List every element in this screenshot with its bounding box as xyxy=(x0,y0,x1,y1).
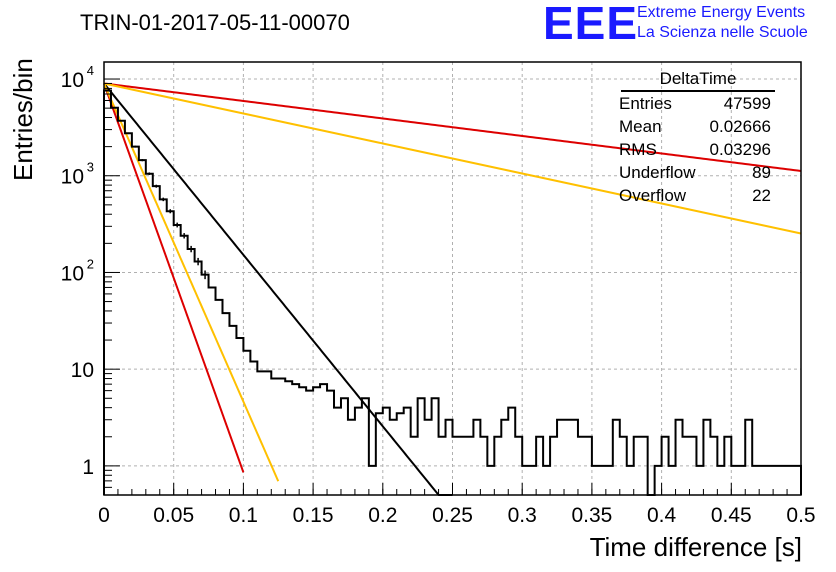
fit-curve xyxy=(103,82,453,496)
stats-box: DeltaTime Entries 47599 Mean 0.02666 RMS… xyxy=(615,68,775,207)
y-axis-label: Entries/bin xyxy=(8,58,38,181)
logo-line-2: La Scienza nelle Scuole xyxy=(637,24,808,41)
stat-value: 89 xyxy=(752,163,771,182)
stats-row: Overflow 22 xyxy=(615,184,775,207)
y-tick-label: 10 xyxy=(61,166,84,189)
x-axis-label: Time difference [s] xyxy=(589,532,802,562)
stat-label: Underflow xyxy=(619,163,696,182)
y-tick-label: 10 xyxy=(61,69,84,92)
stat-label: Mean xyxy=(619,117,662,136)
fit-curve xyxy=(103,82,802,235)
x-tick-label: 0 xyxy=(98,504,110,527)
stat-label: RMS xyxy=(619,140,657,159)
stat-label: Entries xyxy=(619,94,672,113)
x-tick-label: 0.1 xyxy=(229,504,258,527)
axis-ticks xyxy=(103,78,802,496)
stat-value: 0.02666 xyxy=(709,117,771,136)
x-tick-label: 0.5 xyxy=(786,504,815,527)
histogram xyxy=(103,89,802,496)
stat-value: 0.03296 xyxy=(709,140,771,159)
y-tick-label: 10 xyxy=(71,359,94,382)
fit-curve xyxy=(103,83,280,482)
x-tick-label: 0.45 xyxy=(711,504,752,527)
y-tick-label: 10 xyxy=(61,262,84,285)
x-tick-label: 0.15 xyxy=(293,504,334,527)
fit-curve xyxy=(103,82,802,172)
tick-labels: 0 0.05 0.1 0.15 0.2 0.25 0.3 0.35 0.4 0.45 0.5 1 10 1… xyxy=(61,63,816,527)
fit-curves xyxy=(103,82,802,496)
y-tick-exponent: 4 xyxy=(87,63,94,78)
x-tick-label: 0.3 xyxy=(508,504,537,527)
x-tick-label: 0.35 xyxy=(571,504,612,527)
chart-title: TRIN-01-2017-05-11-00070 xyxy=(80,10,350,35)
histogram-outline xyxy=(103,89,802,496)
stats-row: Underflow 89 xyxy=(615,161,775,184)
x-tick-label: 0.25 xyxy=(432,504,473,527)
y-tick-exponent: 2 xyxy=(87,256,94,271)
stats-row: RMS 0.03296 xyxy=(615,138,775,161)
stats-row: Entries 47599 xyxy=(615,92,775,115)
x-tick-label: 0.4 xyxy=(647,504,677,527)
grid xyxy=(104,62,801,495)
fit-curve xyxy=(103,83,245,473)
stats-title: DeltaTime xyxy=(621,68,775,92)
stats-row: Mean 0.02666 xyxy=(615,115,775,138)
stat-label: Overflow xyxy=(619,186,687,205)
y-tick-label: 1 xyxy=(82,456,94,479)
eee-logo: EEE xyxy=(543,0,639,49)
stat-value: 22 xyxy=(752,186,771,205)
y-tick-exponent: 3 xyxy=(87,160,94,175)
x-tick-label: 0.05 xyxy=(153,504,194,527)
stat-value: 47599 xyxy=(723,94,771,113)
x-tick-label: 0.2 xyxy=(368,504,397,527)
logo-line-1: Extreme Energy Events xyxy=(637,4,806,21)
